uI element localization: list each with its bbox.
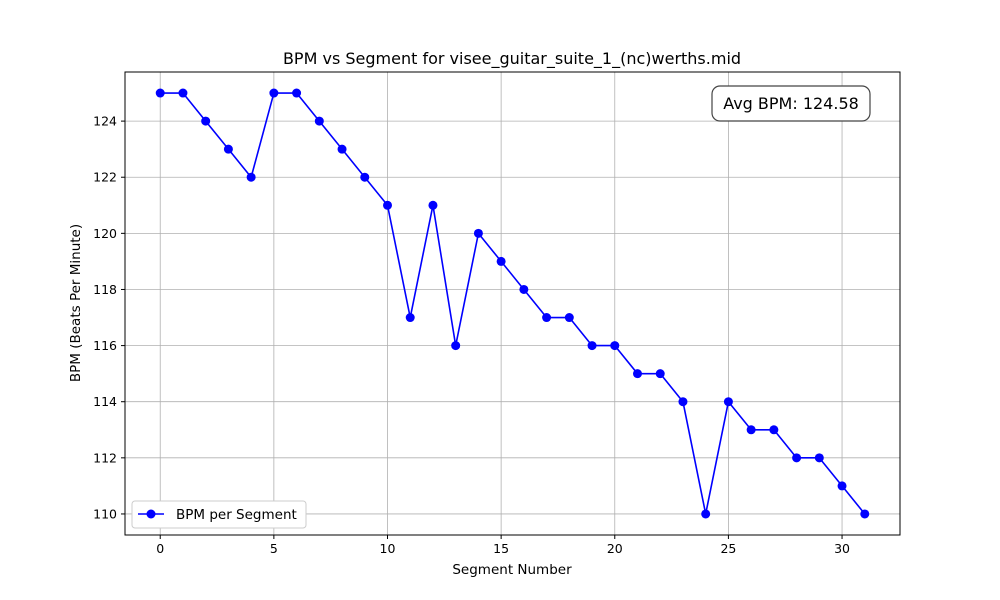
data-point (201, 116, 211, 126)
data-point (792, 453, 802, 463)
data-point (564, 313, 574, 323)
data-point (155, 88, 165, 98)
x-tick-label: 30 (834, 541, 850, 556)
data-point (769, 425, 779, 435)
data-point (860, 509, 870, 519)
data-point (610, 341, 620, 351)
data-point (723, 397, 733, 407)
data-point (223, 144, 233, 154)
data-point (519, 284, 529, 294)
x-tick-label: 15 (493, 541, 509, 556)
data-point (428, 200, 438, 210)
data-point (269, 88, 279, 98)
data-point (292, 88, 302, 98)
y-tick-label: 122 (93, 170, 117, 185)
annotation-box: Avg BPM: 124.58 (711, 85, 871, 122)
y-axis-label: BPM (Beats Per Minute) (68, 224, 84, 382)
data-point (451, 341, 461, 351)
chart-title: BPM vs Segment for visee_guitar_suite_1_… (283, 49, 741, 69)
y-tick-label: 116 (93, 338, 117, 353)
grid-lines (125, 72, 900, 535)
data-point (837, 481, 847, 491)
data-point (814, 453, 824, 463)
x-tick-label: 20 (607, 541, 623, 556)
data-point (246, 172, 256, 182)
data-point (746, 425, 756, 435)
data-point (314, 116, 324, 126)
axis-ticks: 0 5 10 15 20 25 30 110 112 114 116 118 120 122 124 (93, 114, 850, 556)
data-point (473, 228, 483, 238)
data-point (405, 313, 415, 323)
avg-bpm-annotation: Avg BPM: 124.58 (723, 94, 859, 113)
y-tick-label: 118 (93, 282, 117, 297)
y-tick-label: 114 (93, 394, 117, 409)
plot-frame (124, 71, 901, 536)
data-point (633, 369, 642, 379)
x-tick-label: 25 (720, 541, 736, 556)
data-point (678, 397, 688, 407)
legend-label: BPM per Segment (176, 507, 297, 523)
y-tick-label: 124 (93, 114, 117, 129)
data-point (360, 172, 370, 182)
y-tick-label: 120 (93, 226, 117, 241)
data-point (701, 509, 711, 519)
x-tick-label: 0 (156, 541, 164, 556)
data-point (655, 369, 665, 379)
data-point (542, 313, 552, 323)
legend-marker (146, 509, 156, 519)
x-axis-label: Segment Number (452, 562, 572, 578)
data-point (383, 200, 392, 210)
y-tick-label: 110 (93, 506, 117, 521)
x-tick-label: 10 (380, 541, 396, 556)
y-tick-label: 112 (93, 450, 117, 465)
series-line (160, 92, 866, 515)
x-tick-label: 5 (270, 541, 278, 556)
data-point (178, 88, 188, 98)
data-point (496, 256, 506, 266)
series-layer (155, 88, 870, 519)
legend: BPM per Segment (131, 500, 307, 529)
data-point (587, 341, 597, 351)
data-point (337, 144, 347, 154)
